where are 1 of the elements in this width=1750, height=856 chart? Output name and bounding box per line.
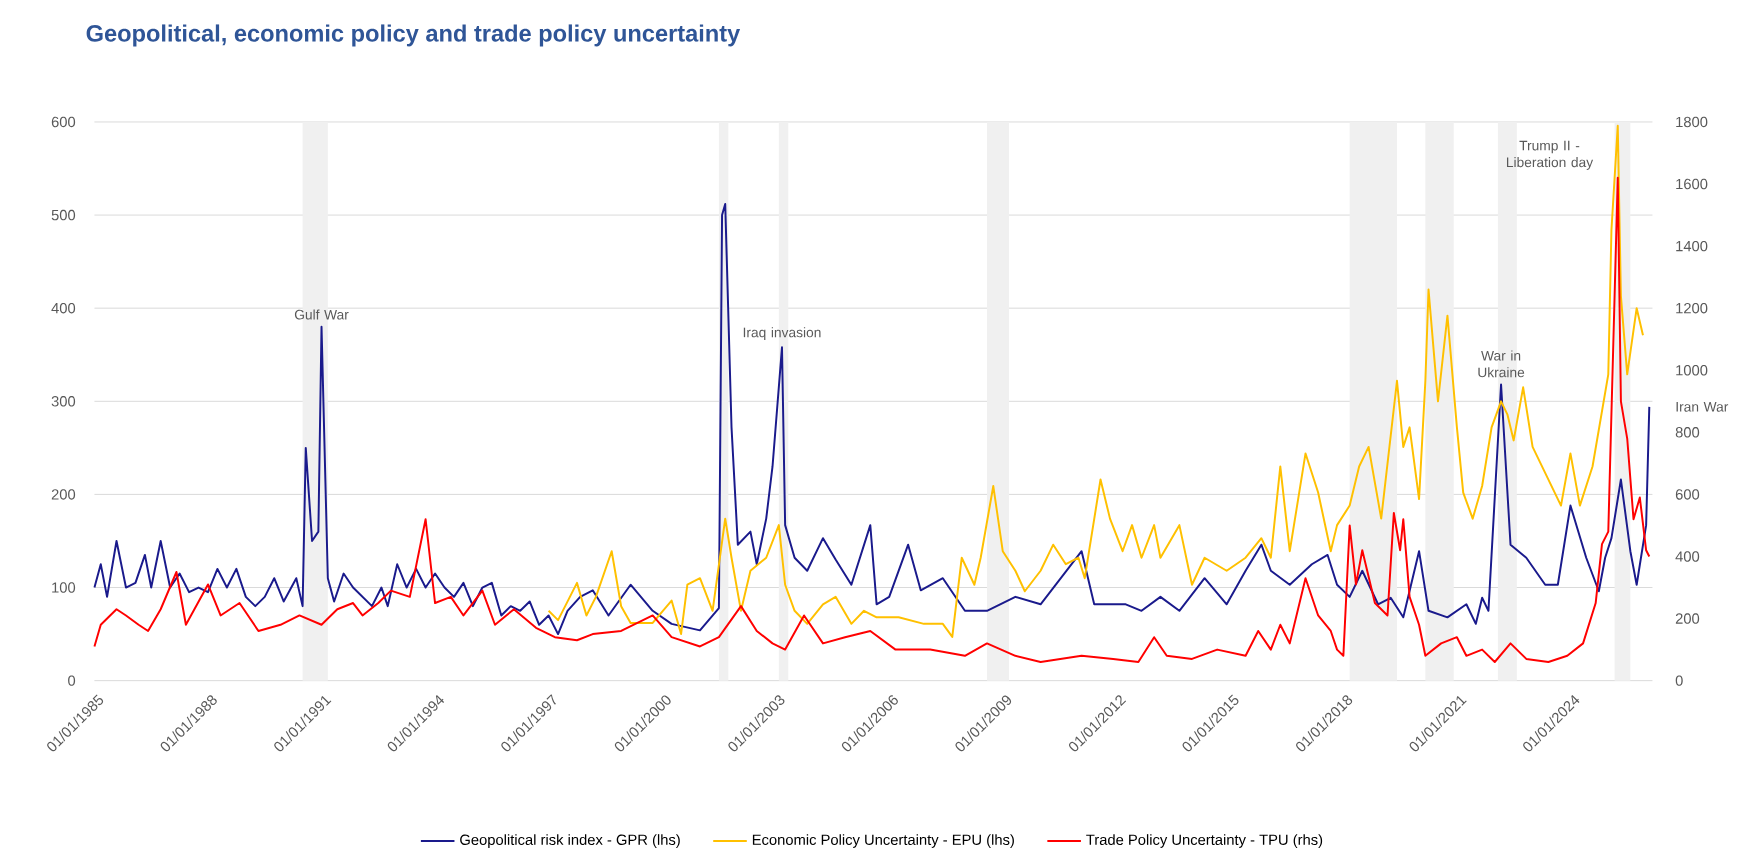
- chart-title: Geopolitical, economic policy and trade policy uncertainty: [86, 24, 741, 47]
